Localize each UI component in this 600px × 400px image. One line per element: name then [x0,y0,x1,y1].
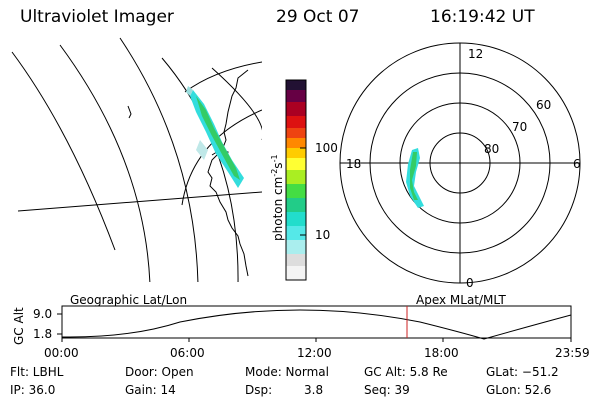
dsp-value: 3.8 [304,383,324,397]
dsp-label: Dsp: [245,383,273,397]
colorbar-units-label: photon cm-2s-1 [270,154,285,241]
units-photon-cm: photon cm [271,176,285,241]
timeline-xtick: 06:00 [170,346,205,360]
gc-altitude-curve [61,309,572,340]
longitude-line [211,67,262,140]
aurora-polar [406,148,424,208]
filter-status: Flt: LBHL [10,365,64,379]
timeline-ytick-bottom: 1.8 [33,327,53,341]
mlt-label-12: 12 [468,47,484,61]
longitude-line [161,57,239,282]
longitude-line [11,51,116,251]
observation-time: 16:19:42 UT [430,7,535,27]
mlt-label-6: 6 [573,157,581,171]
timeline-right-title: Apex MLat/MLT [416,293,506,307]
colorbar [285,79,307,281]
latitude-line [17,191,262,212]
mlat-label-80: 80 [484,142,500,156]
longitude-line [59,44,151,282]
latitude-line [184,61,262,93]
longitude-line [119,37,199,282]
timeline-ylabel: GC Alt [12,307,26,345]
door-status: Door: Open [125,365,194,379]
mlat-label-60: 60 [536,98,552,112]
timeline-xtick: 18:00 [424,346,459,360]
units-sup-1: -2 [270,168,279,177]
timeline-xtick: 12:00 [297,346,332,360]
colorbar-tick-10: 10 [315,228,331,242]
units-s: s [271,162,285,169]
glat-status: GLat: −51.2 [486,365,559,379]
mode-status: Mode: Normal [245,365,329,379]
observation-date: 29 Oct 07 [276,7,360,27]
timeline-frame [61,305,572,339]
instrument-title: Ultraviolet Imager [20,7,174,27]
mlt-label-18: 18 [346,157,362,171]
aurora-geographic [186,86,244,188]
glon-status: GLon: 52.6 [486,383,552,397]
orbit-timeline [57,305,572,342]
timeline-xtick: 23:59 [555,346,590,360]
timeline-xtick: 00:00 [44,346,79,360]
mlt-label-0: 0 [466,276,474,290]
timeline-ytick-top: 9.0 [33,307,53,321]
coastline [127,105,132,119]
gain-status: Gain: 14 [125,383,176,397]
colorbar-tick-100: 100 [315,141,338,155]
seq-status: Seq: 39 [364,383,410,397]
gc-alt-status: GC Alt: 5.8 Re [364,365,448,379]
ip-status: IP: 36.0 [10,383,56,397]
geographic-map-panel [11,37,262,282]
units-sup-2: -1 [270,154,279,163]
mlat-label-70: 70 [512,120,528,134]
timeline-left-title: Geographic Lat/Lon [70,293,188,307]
polar-plot [339,42,581,284]
coastline [207,69,249,277]
